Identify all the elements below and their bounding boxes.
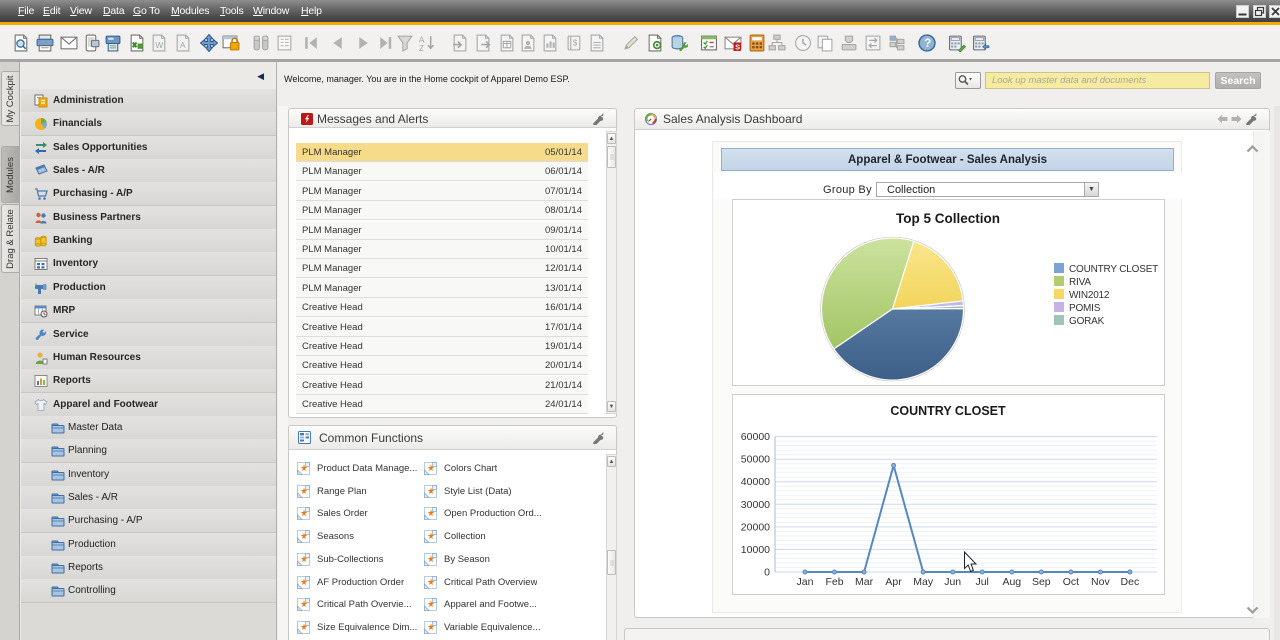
svg-text:W: W [155, 40, 163, 50]
svg-text:Apr: Apr [885, 576, 902, 588]
svg-text:?: ? [924, 37, 931, 50]
svg-text:COUNTRY CLOSET: COUNTRY CLOSET [1069, 264, 1158, 275]
svg-text:S: S [735, 42, 740, 51]
svg-text:60000: 60000 [741, 431, 770, 443]
svg-text:10000: 10000 [741, 544, 770, 556]
svg-text:Z: Z [419, 44, 424, 52]
svg-text:0: 0 [764, 567, 770, 579]
svg-text:30000: 30000 [741, 499, 770, 511]
svg-text:COUNTRY CLOSET: COUNTRY CLOSET [890, 404, 1006, 418]
svg-text:Aug: Aug [1002, 576, 1021, 588]
svg-text:Oct: Oct [1063, 576, 1079, 588]
svg-text:20000: 20000 [741, 521, 770, 533]
svg-text:A: A [180, 40, 186, 50]
svg-text:A: A [419, 35, 425, 44]
svg-text:Nov: Nov [1091, 576, 1110, 588]
svg-text:Dec: Dec [1121, 576, 1140, 588]
svg-text:Jul: Jul [975, 576, 988, 588]
svg-text:40000: 40000 [741, 476, 770, 488]
svg-text:GORAK: GORAK [1069, 316, 1105, 327]
svg-text:Jun: Jun [944, 576, 961, 588]
svg-text:Mar: Mar [855, 576, 874, 588]
svg-text:POMIS: POMIS [1069, 303, 1101, 314]
svg-text:Feb: Feb [825, 576, 843, 588]
svg-text:Top 5 Collection: Top 5 Collection [896, 211, 1000, 226]
svg-text:May: May [913, 576, 934, 588]
svg-text:$: $ [573, 39, 578, 48]
svg-text:RIVA: RIVA [1069, 277, 1091, 288]
svg-text:50000: 50000 [741, 454, 770, 466]
svg-text:Jan: Jan [797, 576, 814, 588]
svg-text:Sep: Sep [1032, 576, 1051, 588]
svg-text:WIN2012: WIN2012 [1069, 290, 1110, 301]
